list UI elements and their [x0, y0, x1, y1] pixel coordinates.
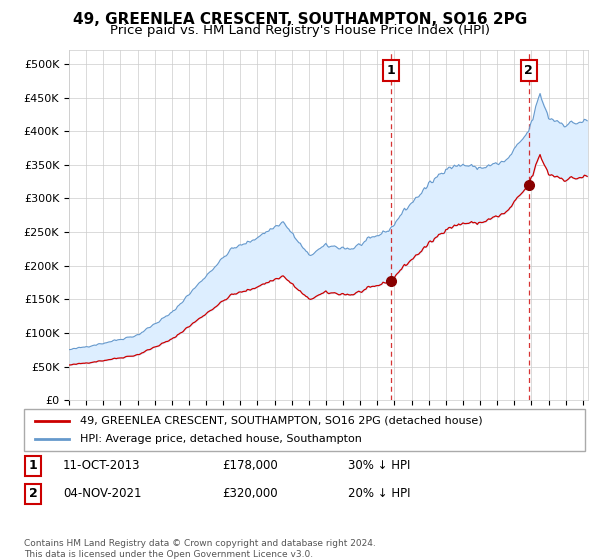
Text: £178,000: £178,000: [222, 459, 278, 473]
Text: Price paid vs. HM Land Registry's House Price Index (HPI): Price paid vs. HM Land Registry's House …: [110, 24, 490, 36]
Text: 1: 1: [29, 459, 37, 473]
Text: 2: 2: [524, 64, 533, 77]
Text: 2: 2: [29, 487, 37, 501]
Text: £320,000: £320,000: [222, 487, 278, 501]
FancyBboxPatch shape: [24, 409, 585, 451]
Text: 49, GREENLEA CRESCENT, SOUTHAMPTON, SO16 2PG: 49, GREENLEA CRESCENT, SOUTHAMPTON, SO16…: [73, 12, 527, 27]
Text: Contains HM Land Registry data © Crown copyright and database right 2024.
This d: Contains HM Land Registry data © Crown c…: [24, 539, 376, 559]
Text: 1: 1: [386, 64, 395, 77]
Text: 30% ↓ HPI: 30% ↓ HPI: [348, 459, 410, 473]
Text: 11-OCT-2013: 11-OCT-2013: [63, 459, 140, 473]
Text: 04-NOV-2021: 04-NOV-2021: [63, 487, 142, 501]
Text: 20% ↓ HPI: 20% ↓ HPI: [348, 487, 410, 501]
Text: HPI: Average price, detached house, Southampton: HPI: Average price, detached house, Sout…: [80, 434, 362, 444]
Text: 49, GREENLEA CRESCENT, SOUTHAMPTON, SO16 2PG (detached house): 49, GREENLEA CRESCENT, SOUTHAMPTON, SO16…: [80, 416, 483, 426]
